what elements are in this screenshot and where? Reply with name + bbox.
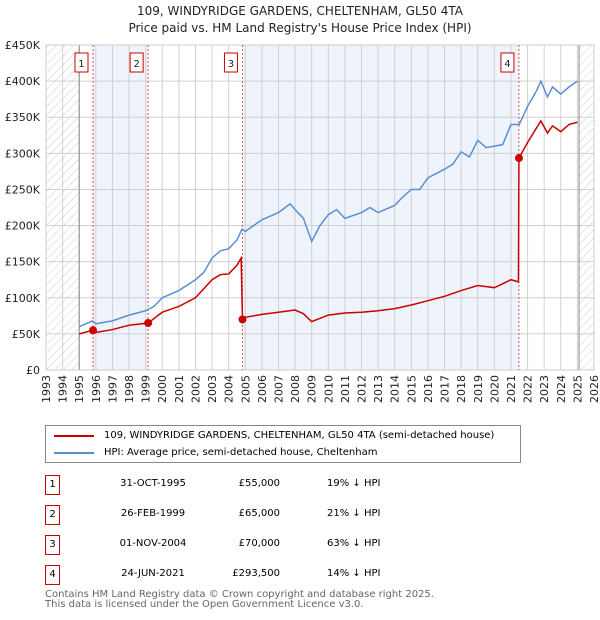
sale-date: 31-OCT-1995 [120, 478, 186, 489]
legend-label-property: 109, WINDYRIDGE GARDENS, CHELTENHAM, GL5… [104, 430, 495, 441]
sale-point [238, 315, 247, 324]
x-tick-label: 2010 [322, 375, 335, 403]
x-tick-label: 2015 [405, 375, 418, 403]
footer-line-2: This data is licensed under the Open Gov… [45, 599, 364, 610]
sale-date: 26-FEB-1999 [120, 508, 186, 519]
sale-row: 3 01-NOV-2004 £70,000 63% ↓ HPI [45, 535, 465, 555]
chart-subtitle: Price paid vs. HM Land Registry's House … [128, 21, 472, 35]
y-tick-label: £450K [5, 39, 41, 52]
sale-number-badge: 2 [45, 505, 60, 525]
hatched-range [579, 45, 594, 370]
sale-price: £55,000 [238, 478, 280, 489]
x-tick-label: 2004 [223, 375, 236, 403]
y-tick-label: £100K [5, 292, 41, 305]
sale-point [88, 326, 97, 335]
sale-date: 24-JUN-2021 [121, 568, 185, 579]
x-tick-label: 2020 [488, 375, 501, 403]
x-tick-label: 2011 [339, 375, 352, 403]
x-tick-label: 2012 [356, 375, 369, 403]
sale-price: £293,500 [232, 568, 280, 579]
x-tick-label: 1994 [57, 375, 70, 403]
y-tick-label: £400K [5, 75, 41, 88]
plot-area: 1993 1994 1995 1996 1997 1998 1999 2000 2001 2002… [5, 39, 600, 403]
x-tick-label: 2017 [439, 375, 452, 403]
x-tick-label: 1999 [140, 375, 153, 403]
x-tick-label: 2002 [189, 375, 202, 403]
x-tick-label: 2009 [306, 375, 319, 403]
sale-badge-box [74, 52, 89, 73]
x-tick-label: 1997 [106, 375, 119, 403]
legend-label-hpi: HPI: Average price, semi-detached house,… [104, 447, 378, 458]
sale-badge-box [129, 52, 144, 73]
x-tick-label: 1996 [90, 375, 103, 403]
sale-number-badge: 1 [45, 475, 60, 495]
sale-hpi-diff: 14% ↓ HPI [327, 568, 381, 579]
y-tick-label: £350K [5, 111, 41, 124]
sale-badge-label: 3 [228, 59, 234, 70]
x-tick-label: 2018 [455, 375, 468, 403]
x-tick-label: 2021 [505, 375, 518, 403]
sale-row: 2 26-FEB-1999 £65,000 21% ↓ HPI [45, 505, 465, 525]
x-tick-label: 2006 [256, 375, 269, 403]
y-tick-label: £0 [26, 364, 40, 377]
sale-hpi-diff: 63% ↓ HPI [327, 538, 381, 549]
x-tick-label: 2008 [289, 375, 302, 403]
x-tick-label: 2022 [522, 375, 535, 403]
hpi-line [78, 79, 578, 328]
legend-swatch-property [54, 434, 94, 437]
x-tick-label: 2023 [538, 375, 551, 403]
x-tick-label: 2025 [571, 375, 584, 403]
y-tick-label: £250K [5, 183, 41, 196]
x-tick-label: 2013 [372, 375, 385, 403]
x-tick-label: 1995 [73, 375, 86, 403]
sale-date: 01-NOV-2004 [119, 538, 187, 549]
y-tick-label: £300K [5, 147, 41, 160]
sale-hpi-diff: 19% ↓ HPI [327, 478, 381, 489]
footer: Contains HM Land Registry data © Crown c… [45, 590, 434, 610]
x-tick-label: 2024 [555, 375, 568, 403]
y-tick-label: £150K [5, 256, 41, 269]
sale-badge-label: 1 [78, 59, 84, 70]
sale-hpi-diff: 21% ↓ HPI [327, 508, 381, 519]
y-tick-label: £50K [12, 328, 41, 341]
legend: 109, WINDYRIDGE GARDENS, CHELTENHAM, GL5… [45, 425, 521, 463]
legend-swatch-hpi [54, 451, 94, 454]
sale-price: £65,000 [238, 508, 280, 519]
x-tick-label: 2019 [472, 375, 485, 403]
shaded-range [92, 45, 149, 370]
x-tick-label: 2001 [173, 375, 186, 403]
sale-number-badge: 4 [45, 565, 60, 585]
x-tick-label: 2000 [156, 375, 169, 403]
x-tick-label: 1993 [40, 375, 53, 403]
sale-row: 1 31-OCT-1995 £55,000 19% ↓ HPI [45, 475, 465, 495]
sale-badge-box [500, 52, 515, 73]
plot-border [45, 44, 595, 371]
sale-badge-label: 4 [504, 59, 510, 70]
sale-number-badge: 3 [45, 535, 60, 555]
sale-badge-box [223, 52, 238, 73]
chart-title: 109, WINDYRIDGE GARDENS, CHELTENHAM, GL5… [137, 4, 463, 18]
x-tick-label: 2026 [588, 375, 600, 403]
x-tick-label: 2005 [239, 375, 252, 403]
sale-point [144, 319, 153, 328]
x-tick-label: 2014 [389, 375, 402, 403]
x-tick-label: 1998 [123, 375, 136, 403]
sale-point [514, 154, 523, 163]
x-tick-label: 2016 [422, 375, 435, 403]
shaded-range [242, 45, 519, 370]
footer-line-1: Contains HM Land Registry data © Crown c… [45, 589, 434, 600]
sale-price: £70,000 [238, 538, 280, 549]
x-tick-label: 2007 [272, 375, 285, 403]
sale-row: 4 24-JUN-2021 £293,500 14% ↓ HPI [45, 565, 465, 585]
y-tick-label: £200K [5, 220, 41, 233]
x-tick-label: 2003 [206, 375, 219, 403]
sale-badge-label: 2 [133, 59, 139, 70]
